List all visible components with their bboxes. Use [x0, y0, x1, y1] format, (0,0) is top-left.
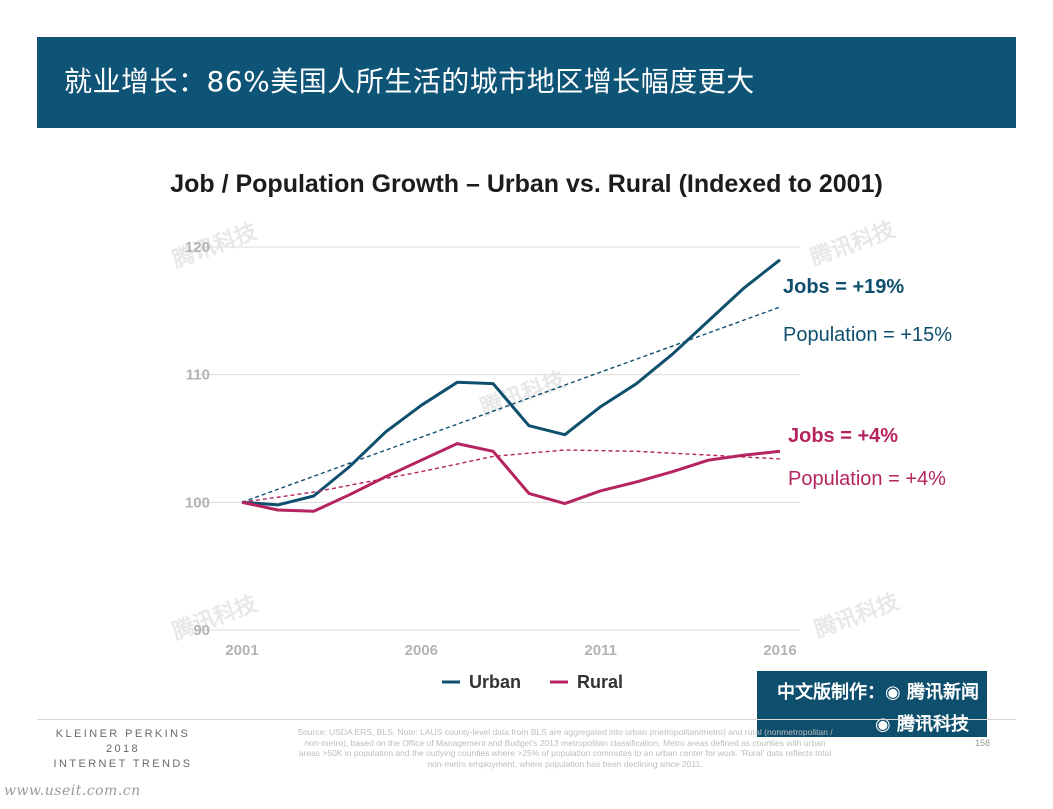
- badge-line-2: ◉ 腾讯科技: [875, 714, 969, 735]
- x-tick-label: 2006: [405, 642, 438, 659]
- banner-title: 就业增长：86%美国人所生活的城市地区增长幅度更大: [64, 65, 755, 98]
- population-trend-line: [241, 449, 781, 503]
- brand-line: 2018: [105, 743, 141, 755]
- rural-population-label: Population = +4%: [788, 468, 946, 490]
- x-tick-label: 2016: [763, 642, 796, 659]
- y-tick-label: 100: [185, 494, 210, 511]
- rural-jobs-label: Jobs = +4%: [788, 425, 898, 447]
- y-tick-label: 110: [186, 367, 210, 384]
- population-trend-line: [241, 306, 781, 503]
- urban-population-label: Population = +15%: [783, 324, 952, 346]
- legend-label-rural: Rural: [577, 672, 623, 692]
- footer-divider: [37, 719, 1016, 720]
- page-number: 158: [975, 738, 991, 748]
- series-line-rural: [241, 442, 781, 513]
- kp-brand: KLEINER PERKINS 2018 INTERNET TRENDS: [48, 727, 198, 772]
- title-banner: 就业增长：86%美国人所生活的城市地区增长幅度更大: [37, 37, 1016, 128]
- source-note: Source: USDA ERS, BLS. Note: LAUS county…: [297, 727, 833, 769]
- chart-title: Job / Population Growth – Urban vs. Rura…: [170, 170, 883, 198]
- brand-line: KLEINER PERKINS: [55, 728, 191, 740]
- legend-label-urban: Urban: [469, 672, 521, 692]
- x-tick-label: 2011: [584, 642, 617, 659]
- site-url: www.useit.com.cn: [4, 783, 141, 799]
- badge-line-1: 中文版制作：◉ 腾讯新闻: [777, 682, 979, 703]
- urban-jobs-label: Jobs = +19%: [783, 276, 904, 298]
- x-tick-label: 2001: [225, 642, 258, 659]
- translation-badge: 中文版制作：◉ 腾讯新闻 ◉ 腾讯科技: [757, 671, 987, 737]
- y-tick-label: 120: [185, 239, 210, 256]
- brand-line: INTERNET TRENDS: [53, 758, 193, 770]
- y-tick-label: 90: [193, 622, 210, 639]
- series-line-urban: [241, 258, 781, 507]
